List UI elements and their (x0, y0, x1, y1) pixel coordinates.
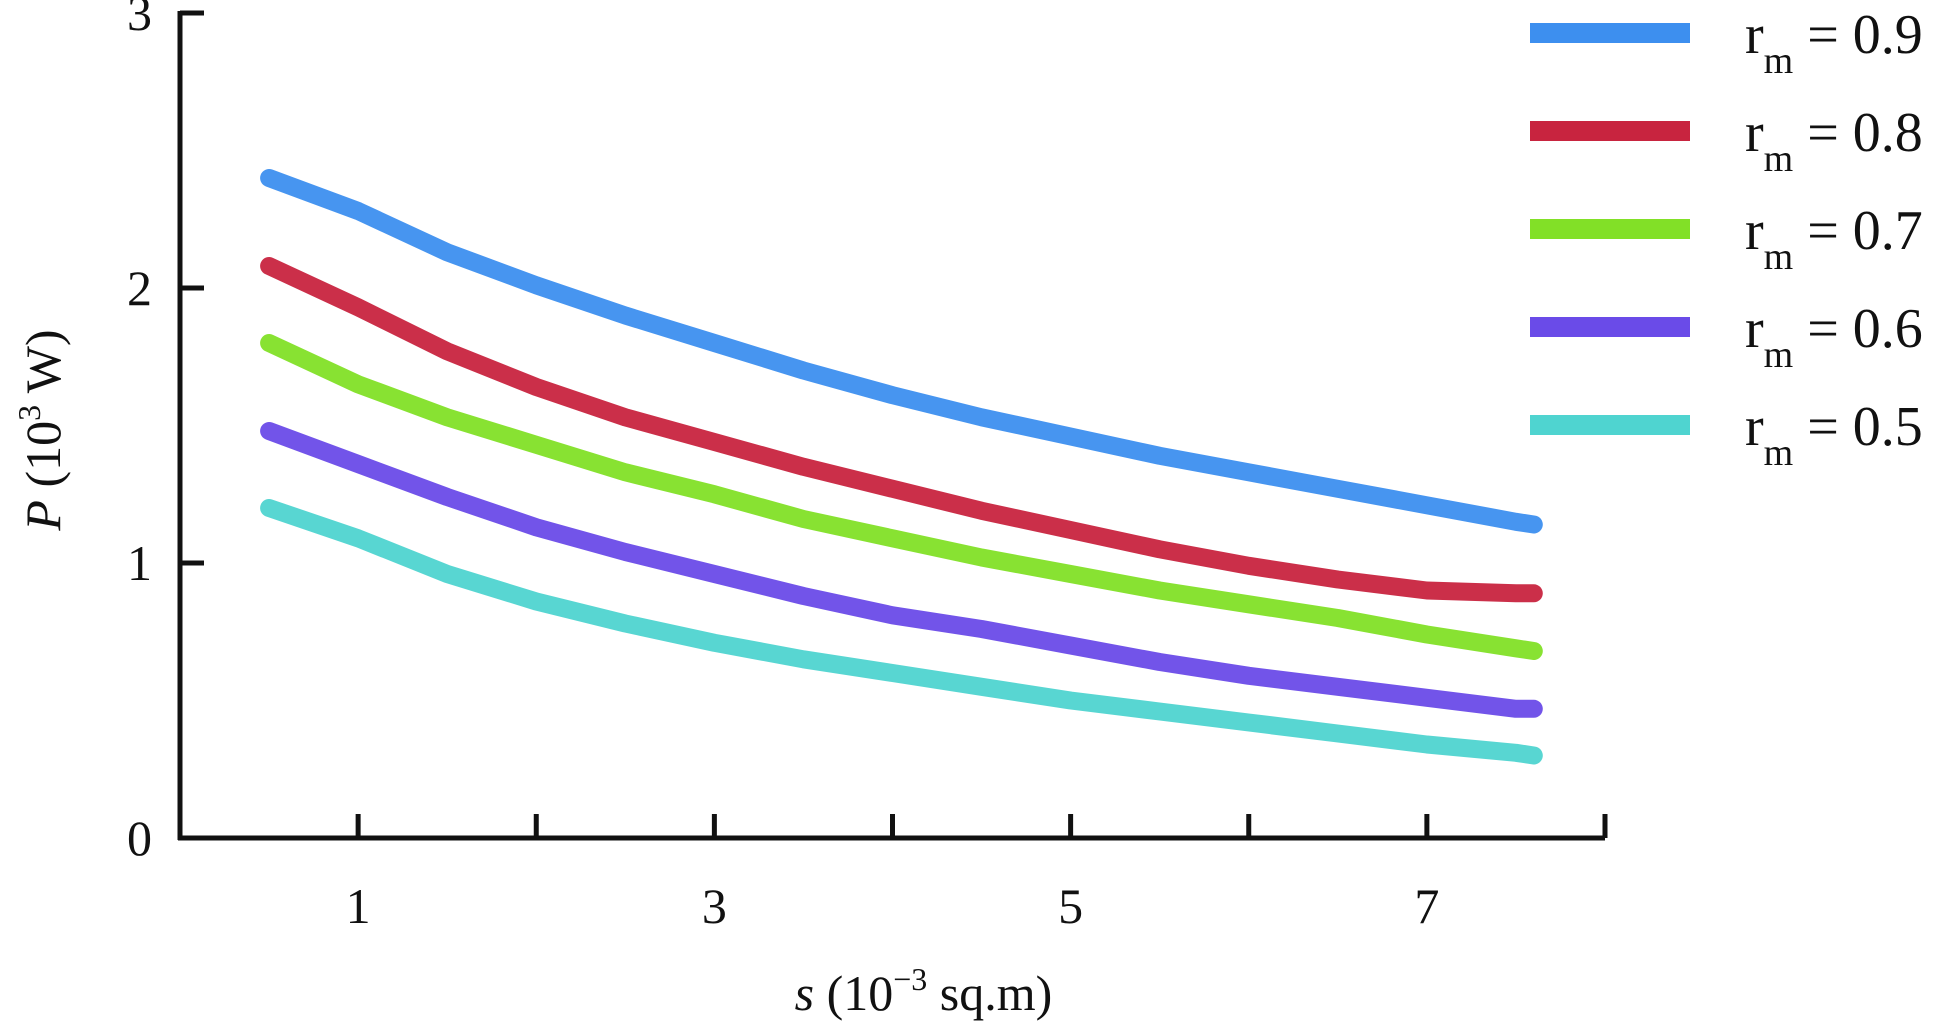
y-axis-label: P (103 W) (11, 329, 71, 531)
legend-label: rm = 0.9 (1745, 4, 1923, 82)
y-tick-label: 0 (127, 810, 152, 866)
legend-var: r (1745, 102, 1764, 164)
legend-var: r (1745, 200, 1764, 262)
legend-subscript: m (1764, 236, 1794, 278)
y-axis-unit-suffix: W) (15, 329, 71, 404)
legend-value: = 0.5 (1793, 396, 1923, 458)
y-axis-variable: P (15, 500, 71, 532)
legend-subscript: m (1764, 138, 1794, 180)
y-axis-unit-exponent: 3 (11, 405, 47, 421)
legend-item: rm = 0.5 (1530, 396, 1923, 474)
legend-label: rm = 0.7 (1745, 200, 1923, 278)
legend: rm = 0.9rm = 0.8rm = 0.7rm = 0.6rm = 0.5 (1530, 4, 1923, 474)
legend-value: = 0.7 (1793, 200, 1923, 262)
x-ticks: 1 3 5 7 (346, 814, 1608, 934)
legend-var: r (1745, 396, 1764, 458)
series-line-4 (260, 422, 1543, 718)
series-lines (260, 169, 1543, 765)
legend-label: rm = 0.6 (1745, 298, 1923, 376)
axes (177, 11, 1605, 841)
x-tick-label: 3 (702, 878, 727, 934)
series-line-1 (260, 169, 1543, 534)
x-axis-unit-prefix: (10 (814, 965, 893, 1021)
legend-subscript: m (1764, 334, 1794, 376)
legend-subscript: m (1764, 432, 1794, 474)
y-axis-unit-prefix: (10 (15, 421, 71, 500)
y-ticks: 0 1 2 3 (127, 0, 204, 866)
series-line-2 (260, 257, 1543, 603)
legend-var: r (1745, 298, 1764, 360)
series-line-5 (260, 499, 1543, 765)
legend-label: rm = 0.8 (1745, 102, 1923, 180)
x-axis-label: s (10−3 sq.m) (795, 961, 1053, 1021)
legend-item: rm = 0.6 (1530, 298, 1923, 376)
legend-value: = 0.8 (1793, 102, 1923, 164)
y-tick-label: 2 (127, 260, 152, 316)
legend-value: = 0.9 (1793, 4, 1923, 66)
y-tick-label: 3 (127, 0, 152, 41)
y-tick-label: 1 (127, 535, 152, 591)
legend-label: rm = 0.5 (1745, 396, 1923, 474)
legend-item: rm = 0.9 (1530, 4, 1923, 82)
x-tick-label: 5 (1058, 878, 1083, 934)
x-axis-variable: s (795, 965, 814, 1021)
legend-value: = 0.6 (1793, 298, 1923, 360)
x-tick-label: 1 (346, 878, 371, 934)
x-tick-label: 7 (1414, 878, 1439, 934)
legend-item: rm = 0.8 (1530, 102, 1923, 180)
legend-item: rm = 0.7 (1530, 200, 1923, 278)
legend-subscript: m (1764, 40, 1794, 82)
x-axis-unit-exponent: −3 (893, 961, 927, 997)
x-axis-unit-suffix: sq.m) (927, 965, 1052, 1021)
series-line-3 (260, 334, 1543, 660)
legend-var: r (1745, 4, 1764, 66)
